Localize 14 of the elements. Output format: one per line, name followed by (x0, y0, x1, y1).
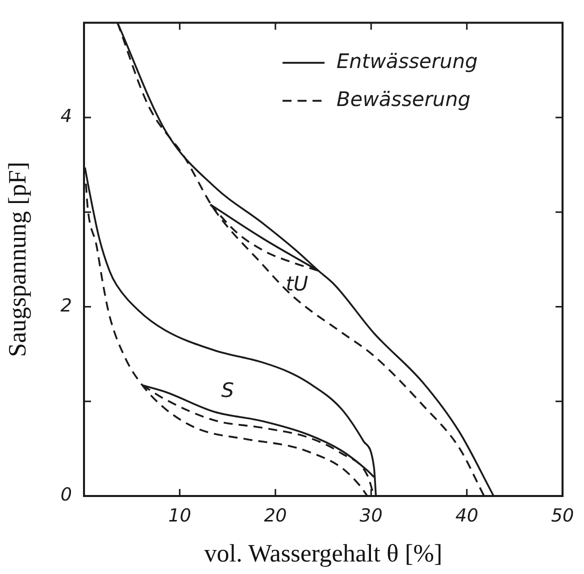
x-tick-label: 20 (264, 505, 287, 526)
annotation: tU (286, 272, 309, 296)
y-tick-label: 2 (60, 295, 72, 316)
y-tick-label: 4 (60, 106, 72, 128)
legend-label: Bewässerung (336, 87, 471, 112)
y-axis-title: Saugspannung [pF] (4, 162, 32, 357)
y-tick-label: 0 (60, 484, 72, 506)
annotation: S (221, 378, 234, 402)
x-tick-label: 40 (455, 505, 478, 526)
x-tick-label: 30 (360, 505, 383, 526)
x-tick-label: 50 (551, 505, 574, 526)
x-tick-label: 10 (168, 505, 192, 526)
x-axis-title: vol. Wassergehalt θ [%] (204, 540, 442, 568)
legend-label: Entwässerung (336, 49, 478, 74)
